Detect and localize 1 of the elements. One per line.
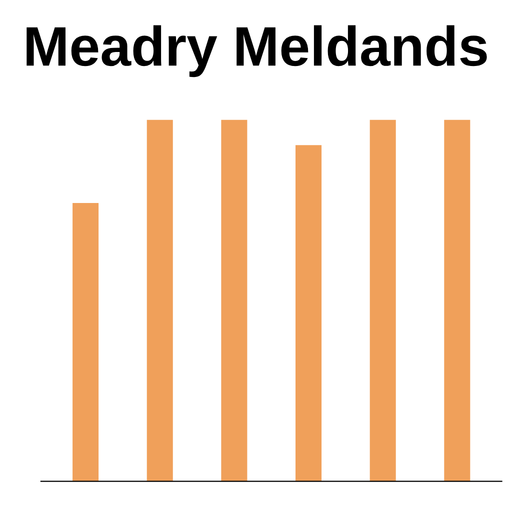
chart-title: Meadry Meldands <box>26 25 487 78</box>
